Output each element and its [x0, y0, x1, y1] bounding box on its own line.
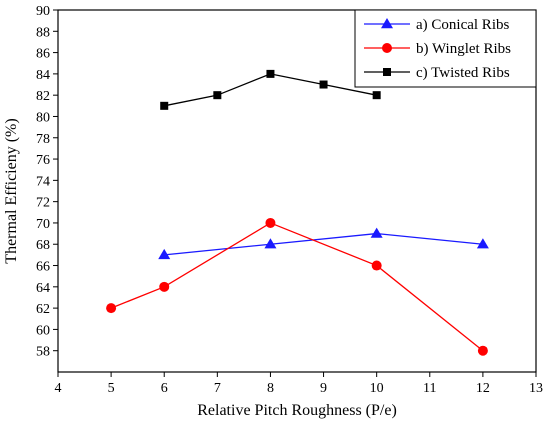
data-point: [319, 80, 328, 89]
x-tick-label: 7: [214, 381, 221, 396]
legend-item: b) Winglet Ribs: [364, 41, 511, 57]
y-tick-label: 80: [36, 110, 50, 125]
series-line: [164, 232, 483, 256]
x-tick-label: 5: [108, 381, 115, 396]
y-tick-label: 76: [36, 153, 50, 168]
legend-marker: [382, 43, 392, 53]
data-point: [106, 303, 117, 314]
y-tick-label: 74: [36, 174, 50, 189]
y-tick-label: 62: [36, 302, 50, 317]
y-tick-label: 84: [36, 68, 50, 83]
legend-label: a) Conical Ribs: [416, 17, 509, 33]
x-axis-title: Relative Pitch Roughness (P/e): [197, 402, 397, 419]
x-tick-label: 4: [55, 381, 62, 396]
y-axis-title: Thermal Efficieny (%): [3, 118, 20, 263]
y-tick-label: 70: [36, 217, 50, 232]
series-line: [164, 73, 377, 107]
y-tick-label: 78: [36, 132, 50, 147]
series-circle: [106, 217, 488, 356]
legend-item: c) Twisted Ribs: [364, 65, 510, 81]
x-axis: 4 5 6 7 8 9 10 11 12 13: [55, 372, 543, 396]
data-point: [372, 91, 381, 100]
legend-marker: [381, 18, 393, 29]
x-tick-label: 8: [267, 381, 274, 396]
x-tick-label: 11: [423, 381, 436, 396]
data-point: [265, 217, 276, 228]
y-tick-label: 72: [36, 196, 50, 211]
data-point: [158, 248, 171, 260]
x-tick-label: 10: [370, 381, 384, 396]
series-layer: [106, 69, 489, 356]
y-tick-label: 58: [36, 345, 50, 360]
x-tick-label: 6: [161, 381, 168, 396]
y-axis: 58 60 62 64 66 68 70 72 74 76 78 80 82 84 86 88 90: [36, 4, 58, 360]
y-tick-label: 64: [36, 281, 50, 296]
data-point: [476, 238, 489, 249]
y-tick-label: 86: [36, 47, 50, 62]
x-tick-label: 9: [320, 381, 327, 396]
data-point: [213, 91, 222, 100]
legend-marker: [383, 68, 391, 76]
legend: a) Conical Ribs b) Winglet Ribs c) Twisted…: [354, 9, 537, 88]
data-point: [477, 345, 488, 356]
series-square: [160, 69, 381, 110]
data-point: [266, 69, 275, 78]
data-point: [370, 227, 383, 238]
x-tick-label: 13: [529, 381, 543, 396]
y-tick-label: 66: [36, 260, 50, 275]
data-point: [371, 260, 382, 271]
y-tick-label: 60: [36, 323, 50, 338]
series-triangle: [158, 227, 489, 260]
y-tick-label: 68: [36, 238, 50, 253]
y-tick-label: 88: [36, 25, 50, 40]
legend-label: b) Winglet Ribs: [416, 41, 511, 57]
y-tick-label: 90: [36, 4, 50, 19]
data-point: [264, 238, 277, 249]
x-tick-label: 12: [476, 381, 490, 396]
plot-frame: [57, 9, 537, 373]
data-point: [160, 101, 169, 110]
y-tick-label: 82: [36, 89, 50, 104]
legend-item: a) Conical Ribs: [364, 17, 509, 33]
legend-label: c) Twisted Ribs: [416, 65, 510, 81]
data-point: [159, 281, 170, 292]
